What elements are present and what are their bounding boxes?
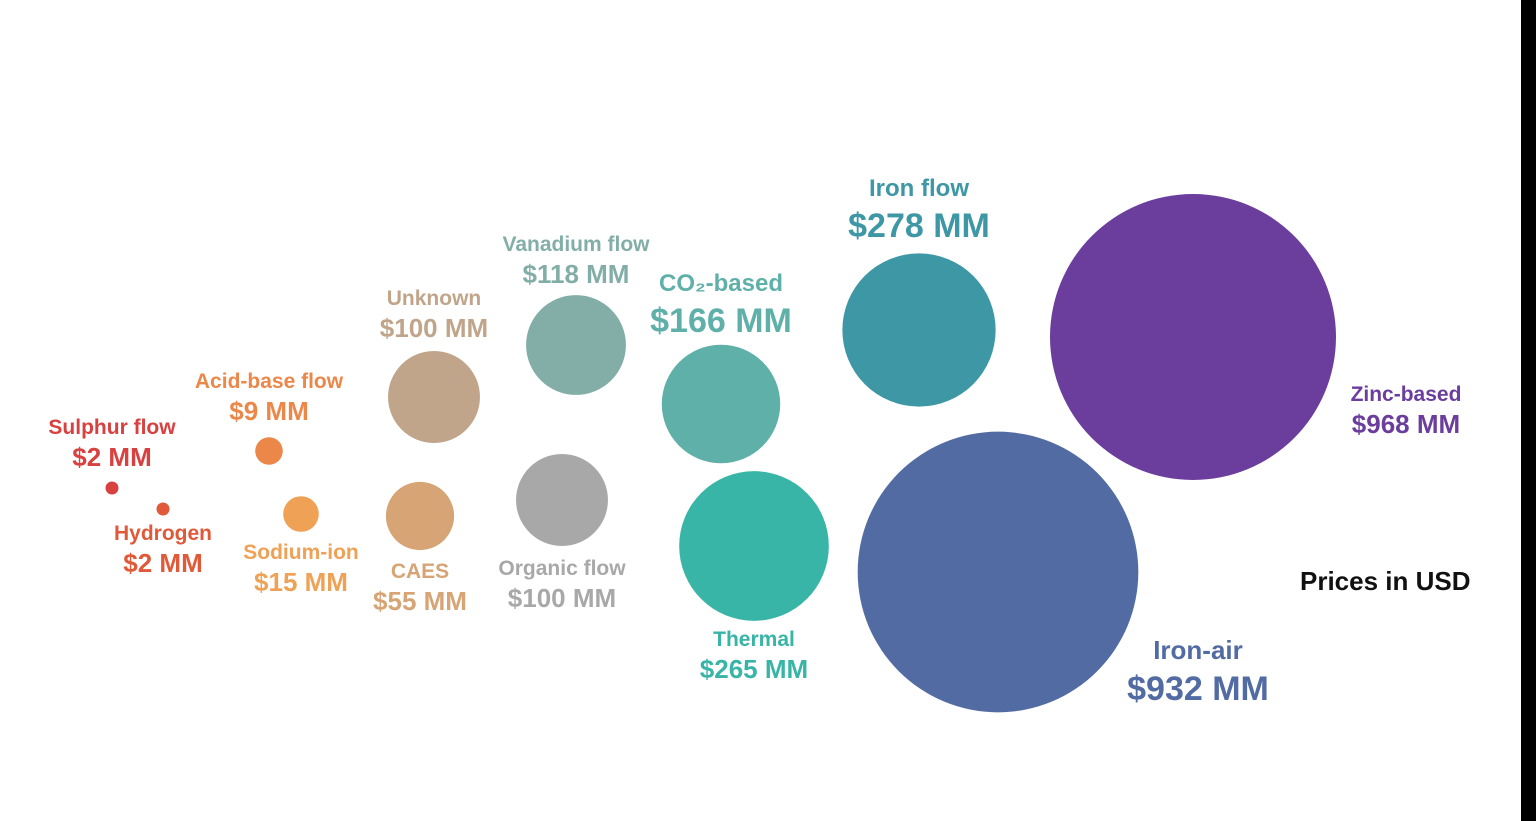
bubble-unknown (388, 351, 480, 443)
value-label-hydrogen: $2 MM (123, 548, 202, 578)
label-sodium-ion: Sodium-ion (243, 541, 358, 564)
label-organic-flow: Organic flow (498, 557, 626, 580)
bubble-iron-air (857, 431, 1139, 713)
label-vanadium-flow: Vanadium flow (502, 233, 650, 256)
label-iron-air: Iron-air (1153, 635, 1243, 665)
value-label-organic-flow: $100 MM (508, 583, 616, 613)
bubble-acid-base-flow (255, 437, 283, 465)
label-iron-flow: Iron flow (869, 175, 969, 202)
label-co-based: CO₂-based (659, 270, 783, 297)
value-label-unknown: $100 MM (380, 313, 488, 343)
bubble-iron-flow (842, 253, 996, 407)
label-unknown: Unknown (387, 287, 482, 310)
value-label-acid-base-flow: $9 MM (229, 396, 308, 426)
label-thermal: Thermal (713, 628, 795, 651)
value-label-zinc-based: $968 MM (1352, 409, 1460, 439)
bubble-zinc-based (1050, 194, 1336, 480)
bubble-thermal (679, 471, 829, 621)
label-acid-base-flow: Acid-base flow (195, 370, 344, 393)
bubble-vanadium-flow (526, 295, 626, 395)
value-label-iron-flow: $278 MM (848, 207, 990, 245)
value-label-sodium-ion: $15 MM (254, 567, 348, 597)
label-sulphur-flow: Sulphur flow (48, 416, 176, 439)
value-label-co-based: $166 MM (650, 302, 792, 340)
bubble-sodium-ion (283, 496, 319, 532)
bubble-co-based (661, 344, 781, 464)
label-caes: CAES (391, 560, 449, 583)
bubble-hydrogen (156, 502, 170, 516)
value-label-thermal: $265 MM (700, 654, 808, 684)
label-hydrogen: Hydrogen (114, 522, 212, 545)
label-zinc-based: Zinc-based (1351, 383, 1462, 406)
value-label-vanadium-flow: $118 MM (523, 259, 630, 289)
currency-note: Prices in USD (1300, 566, 1471, 596)
value-label-sulphur-flow: $2 MM (72, 442, 151, 472)
bubble-sulphur-flow (105, 481, 119, 495)
value-label-caes: $55 MM (373, 586, 467, 616)
bubble-caes (385, 481, 455, 551)
value-label-iron-air: $932 MM (1127, 670, 1269, 708)
bubble-organic-flow (516, 454, 608, 546)
